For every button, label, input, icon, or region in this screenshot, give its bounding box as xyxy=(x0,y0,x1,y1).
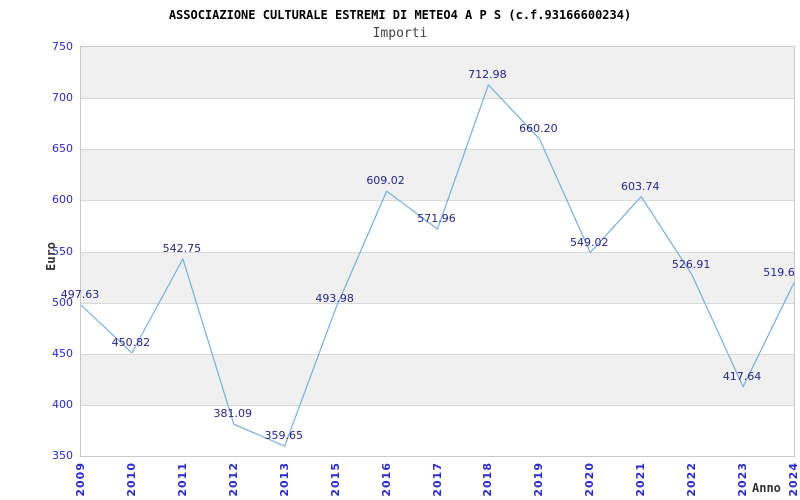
gridline xyxy=(81,252,794,253)
data-label: 609.02 xyxy=(366,174,405,188)
x-tick-label: 2024 xyxy=(787,462,800,497)
y-tick-label: 600 xyxy=(52,193,73,207)
chart-title: ASSOCIAZIONE CULTURALE ESTREMI DI METEO4… xyxy=(168,8,632,22)
data-label: 571.96 xyxy=(417,212,456,226)
plot-band xyxy=(81,200,794,252)
x-axis-title: Anno xyxy=(752,481,781,495)
data-label: 450.82 xyxy=(111,335,151,349)
data-label: 381.09 xyxy=(213,407,253,421)
data-label: 542.75 xyxy=(162,241,202,255)
gridline xyxy=(81,149,794,150)
plot-band xyxy=(81,302,794,354)
x-tick-label: 2015 xyxy=(328,462,342,497)
data-label: 549.02 xyxy=(570,235,609,249)
data-label: 660.20 xyxy=(519,121,558,135)
plot-band xyxy=(81,98,794,150)
x-tick-label: 2013 xyxy=(277,462,291,497)
gridline xyxy=(81,98,794,99)
x-tick-label: 2021 xyxy=(634,462,648,497)
gridline xyxy=(81,200,794,201)
chart-subtitle: Importi xyxy=(372,26,428,41)
plot-band xyxy=(81,353,794,405)
y-tick-label: 650 xyxy=(52,142,73,156)
data-label: 712.98 xyxy=(468,67,507,81)
line-series xyxy=(80,84,795,447)
x-tick-label: 2022 xyxy=(685,462,699,497)
data-label: 519.6 xyxy=(763,265,795,279)
x-tick-label: 2019 xyxy=(532,462,546,497)
plot-band xyxy=(81,404,794,456)
gridline xyxy=(81,354,794,355)
plot-band xyxy=(81,149,794,201)
plot-band xyxy=(81,251,794,303)
x-tick-label: 2020 xyxy=(583,462,597,497)
plot-band xyxy=(81,47,794,99)
x-tick-label: 2012 xyxy=(226,462,240,497)
data-label: 417.64 xyxy=(722,369,762,383)
plot-area xyxy=(80,46,795,457)
x-tick-label: 2018 xyxy=(481,462,495,497)
x-tick-label: 2011 xyxy=(175,462,189,497)
x-tick-label: 2009 xyxy=(74,462,87,497)
x-tick-label: 2016 xyxy=(379,462,393,497)
y-tick-label: 400 xyxy=(52,397,73,411)
gridline xyxy=(81,303,794,304)
data-label: 497.63 xyxy=(60,288,100,302)
data-label: 359.65 xyxy=(264,429,303,443)
y-tick-label: 750 xyxy=(52,40,73,53)
y-tick-label: 500 xyxy=(52,295,73,309)
y-tick-label: 550 xyxy=(52,244,73,258)
data-label: 603.74 xyxy=(620,179,660,193)
y-tick-label: 450 xyxy=(52,346,73,360)
x-tick-label: 2023 xyxy=(736,462,750,497)
data-label: 526.91 xyxy=(671,258,711,272)
y-axis-title: Euro xyxy=(44,242,58,271)
y-tick-label: 700 xyxy=(52,91,73,105)
data-label: 493.98 xyxy=(315,291,354,305)
x-tick-label: 2017 xyxy=(430,462,444,497)
x-tick-label: 2010 xyxy=(124,462,138,497)
gridline xyxy=(81,405,794,406)
y-tick-label: 350 xyxy=(52,449,73,462)
